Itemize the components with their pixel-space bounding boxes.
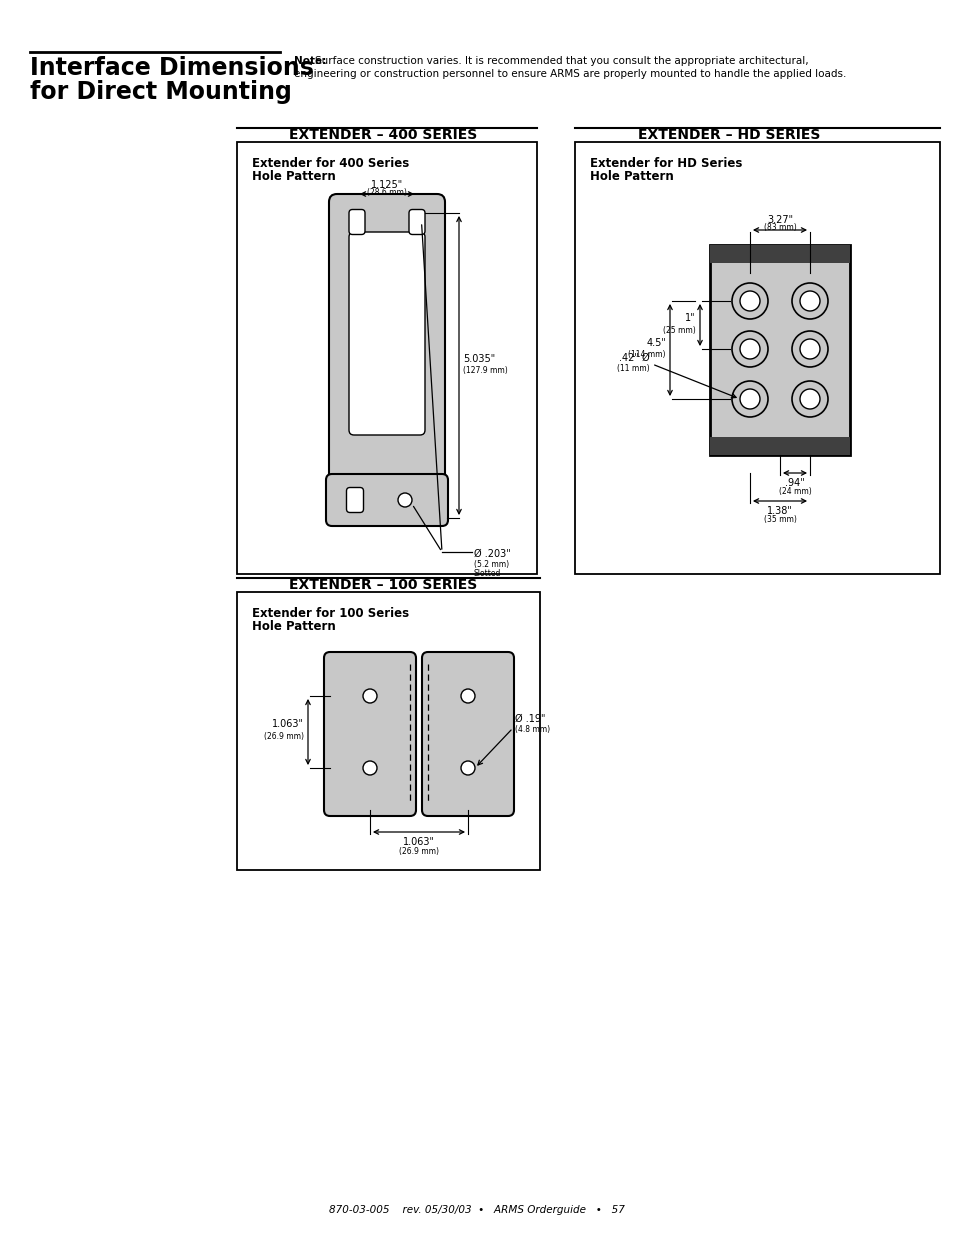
Text: 1.125": 1.125": [371, 180, 403, 190]
Circle shape: [791, 331, 827, 367]
Text: engineering or construction personnel to ensure ARMS are properly mounted to han: engineering or construction personnel to…: [294, 69, 845, 79]
Circle shape: [363, 761, 376, 776]
Circle shape: [460, 761, 475, 776]
Text: 5.035": 5.035": [462, 353, 495, 363]
Circle shape: [363, 689, 376, 703]
Text: Hole Pattern: Hole Pattern: [252, 170, 335, 183]
Text: Extender for HD Series: Extender for HD Series: [589, 157, 741, 170]
Text: (35 mm): (35 mm): [762, 515, 796, 524]
Text: Extender for 100 Series: Extender for 100 Series: [252, 606, 409, 620]
Circle shape: [731, 382, 767, 417]
Bar: [236, 142, 537, 574]
FancyBboxPatch shape: [326, 474, 448, 526]
Text: Surface construction varies. It is recommended that you consult the appropriate : Surface construction varies. It is recom…: [314, 56, 808, 65]
Circle shape: [800, 291, 820, 311]
Circle shape: [740, 338, 760, 359]
Bar: [709, 437, 849, 454]
Circle shape: [791, 283, 827, 319]
Bar: [575, 142, 939, 574]
Text: EXTENDER – 400 SERIES: EXTENDER – 400 SERIES: [289, 128, 476, 142]
Text: Extender for 400 Series: Extender for 400 Series: [252, 157, 409, 170]
Text: Ø .203": Ø .203": [474, 550, 510, 559]
FancyBboxPatch shape: [349, 232, 424, 435]
Text: (114 mm): (114 mm): [628, 351, 665, 359]
Text: Hole Pattern: Hole Pattern: [252, 620, 335, 634]
FancyBboxPatch shape: [349, 210, 365, 235]
Circle shape: [791, 382, 827, 417]
FancyBboxPatch shape: [421, 652, 514, 816]
Text: 1": 1": [684, 312, 696, 324]
Text: (4.8 mm): (4.8 mm): [515, 725, 550, 734]
Text: 870-03-005    rev. 05/30/03  •   ARMS Orderguide   •   57: 870-03-005 rev. 05/30/03 • ARMS Ordergui…: [329, 1205, 624, 1215]
Text: Ø .19": Ø .19": [515, 714, 545, 724]
Text: 1.063": 1.063": [402, 837, 435, 847]
Text: 1.38": 1.38": [766, 506, 792, 516]
Text: .94": .94": [784, 478, 804, 488]
Text: Hole Pattern: Hole Pattern: [589, 170, 673, 183]
FancyBboxPatch shape: [346, 488, 363, 513]
Text: (26.9 mm): (26.9 mm): [398, 847, 438, 856]
Circle shape: [800, 389, 820, 409]
Circle shape: [397, 493, 412, 508]
FancyBboxPatch shape: [324, 652, 416, 816]
Text: 3.27": 3.27": [766, 215, 792, 225]
FancyBboxPatch shape: [709, 245, 849, 454]
FancyBboxPatch shape: [409, 210, 424, 235]
FancyBboxPatch shape: [329, 194, 444, 498]
Circle shape: [740, 389, 760, 409]
Bar: [236, 592, 539, 869]
Text: Slotted: Slotted: [474, 569, 501, 578]
Text: (5.2 mm): (5.2 mm): [474, 559, 509, 569]
Text: (25 mm): (25 mm): [662, 326, 696, 335]
Text: (127.9 mm): (127.9 mm): [462, 366, 507, 375]
Text: EXTENDER – HD SERIES: EXTENDER – HD SERIES: [638, 128, 820, 142]
Circle shape: [740, 291, 760, 311]
Text: (24 mm): (24 mm): [778, 487, 810, 496]
Text: EXTENDER – 100 SERIES: EXTENDER – 100 SERIES: [289, 578, 476, 592]
Bar: [709, 245, 849, 263]
Circle shape: [800, 338, 820, 359]
Text: 1.063": 1.063": [272, 719, 304, 729]
Text: (11 mm): (11 mm): [617, 364, 649, 373]
Text: (28.6 mm): (28.6 mm): [367, 188, 407, 198]
Text: Note:: Note:: [294, 56, 326, 65]
Text: 4.5": 4.5": [645, 338, 665, 348]
Text: .42" Ø: .42" Ø: [618, 353, 649, 363]
Circle shape: [731, 283, 767, 319]
Text: (26.9 mm): (26.9 mm): [264, 732, 304, 741]
Text: (83 mm): (83 mm): [762, 224, 796, 232]
Circle shape: [460, 689, 475, 703]
Text: for Direct Mounting: for Direct Mounting: [30, 80, 292, 104]
Text: Interface Dimensions: Interface Dimensions: [30, 56, 314, 80]
Circle shape: [731, 331, 767, 367]
